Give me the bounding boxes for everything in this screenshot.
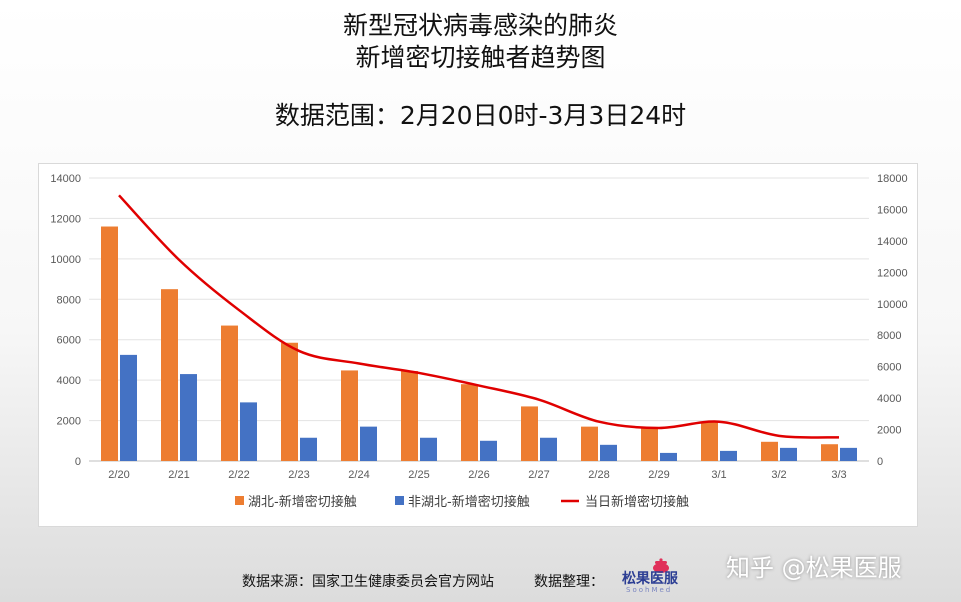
- y-left-tick-label: 10000: [50, 254, 81, 266]
- data-source: 数据来源：国家卫生健康委员会官方网站: [242, 574, 494, 590]
- zhihu-watermark: 知乎 @松果医服: [726, 554, 902, 582]
- y-left-tick-label: 4000: [57, 375, 81, 387]
- logo-subtitle: SoohMed: [626, 586, 673, 594]
- bar-non-hubei: [720, 450, 737, 461]
- legend-hubei-swatch: [235, 496, 244, 505]
- y-left-tick-label: 8000: [57, 294, 81, 306]
- x-tick-label: 2/26: [468, 469, 489, 481]
- y-right-tick-label: 14000: [877, 236, 908, 248]
- bar-non-hubei: [360, 426, 377, 461]
- y-right-tick-label: 18000: [877, 173, 908, 185]
- chart-title-line1: 新型冠状病毒感染的肺炎: [342, 11, 618, 40]
- bar-hubei: [401, 371, 418, 461]
- bar-hubei: [221, 325, 238, 461]
- bar-hubei: [821, 444, 838, 461]
- x-tick-label: 3/3: [831, 469, 846, 481]
- organizer-logo: 松果医服 SoohMed: [622, 558, 706, 596]
- y-right-tick-label: 8000: [877, 330, 901, 342]
- x-tick-label: 2/29: [648, 469, 669, 481]
- x-tick-label: 3/1: [711, 469, 726, 481]
- bar-non-hubei: [840, 447, 857, 461]
- x-tick-label: 2/25: [408, 469, 429, 481]
- chart-title-line2: 新增密切接触者趋势图: [355, 43, 606, 72]
- chart-svg: 0 2000 4000 6000 8000 10000 12000 14000 0 2000 400…: [50, 173, 908, 510]
- line-total-daily: [118, 194, 840, 439]
- chart-area: 0 2000 4000 6000 8000 10000 12000 14000 0 2000 400…: [38, 163, 918, 527]
- organizer-label: 数据整理：: [534, 574, 604, 590]
- x-tick-label: 2/28: [588, 469, 609, 481]
- bar-hubei: [461, 384, 478, 461]
- y-left-tick-label: 14000: [50, 173, 81, 185]
- bar-hubei: [641, 427, 658, 461]
- x-tick-label: 2/24: [348, 469, 369, 481]
- y-left-tick-label: 6000: [57, 335, 81, 347]
- x-tick-label: 2/23: [288, 469, 309, 481]
- bar-non-hubei: [120, 354, 137, 461]
- bar-hubei: [701, 421, 718, 461]
- bar-hubei: [341, 370, 358, 461]
- y-left-tick-label: 2000: [57, 416, 81, 428]
- y-right-tick-label: 0: [877, 456, 883, 468]
- bar-hubei: [281, 342, 298, 461]
- bar-non-hubei: [540, 437, 557, 461]
- logo-name: 松果医服: [622, 571, 678, 587]
- legend-total-label: 当日新增密切接触: [585, 494, 689, 510]
- bar-hubei: [101, 226, 118, 461]
- bar-non-hubei: [660, 452, 677, 461]
- bar-hubei: [581, 426, 598, 461]
- x-tick-label: 2/21: [168, 469, 189, 481]
- y-right-tick-label: 12000: [877, 267, 908, 279]
- chart-date-range: 数据范围：2月20日0时-3月3日24时: [274, 101, 687, 130]
- bar-hubei: [521, 406, 538, 461]
- x-tick-label: 2/27: [528, 469, 549, 481]
- bar-non-hubei: [180, 374, 197, 461]
- y-right-tick-label: 4000: [877, 393, 901, 405]
- bar-non-hubei: [240, 402, 257, 461]
- bar-hubei: [161, 289, 178, 461]
- bar-hubei: [761, 441, 778, 461]
- bar-non-hubei: [780, 447, 797, 461]
- x-tick-label: 2/20: [108, 469, 129, 481]
- bar-non-hubei: [420, 437, 437, 461]
- y-right-tick-label: 6000: [877, 362, 901, 374]
- bar-non-hubei: [300, 437, 317, 461]
- y-left-tick-label: 0: [75, 456, 81, 468]
- pot-icon: [653, 558, 669, 573]
- y-right-tick-label: 2000: [877, 425, 901, 437]
- legend-non-hubei-label: 非湖北-新增密切接触: [408, 494, 530, 510]
- x-tick-label: 2/22: [228, 469, 249, 481]
- y-right-tick-label: 10000: [877, 299, 908, 311]
- legend-non-hubei-swatch: [395, 496, 404, 505]
- bar-non-hubei: [480, 440, 497, 461]
- x-tick-label: 3/2: [771, 469, 786, 481]
- legend-hubei-label: 湖北-新增密切接触: [248, 494, 357, 510]
- bar-non-hubei: [600, 444, 617, 461]
- y-right-tick-label: 16000: [877, 204, 908, 216]
- y-left-tick-label: 12000: [50, 213, 81, 225]
